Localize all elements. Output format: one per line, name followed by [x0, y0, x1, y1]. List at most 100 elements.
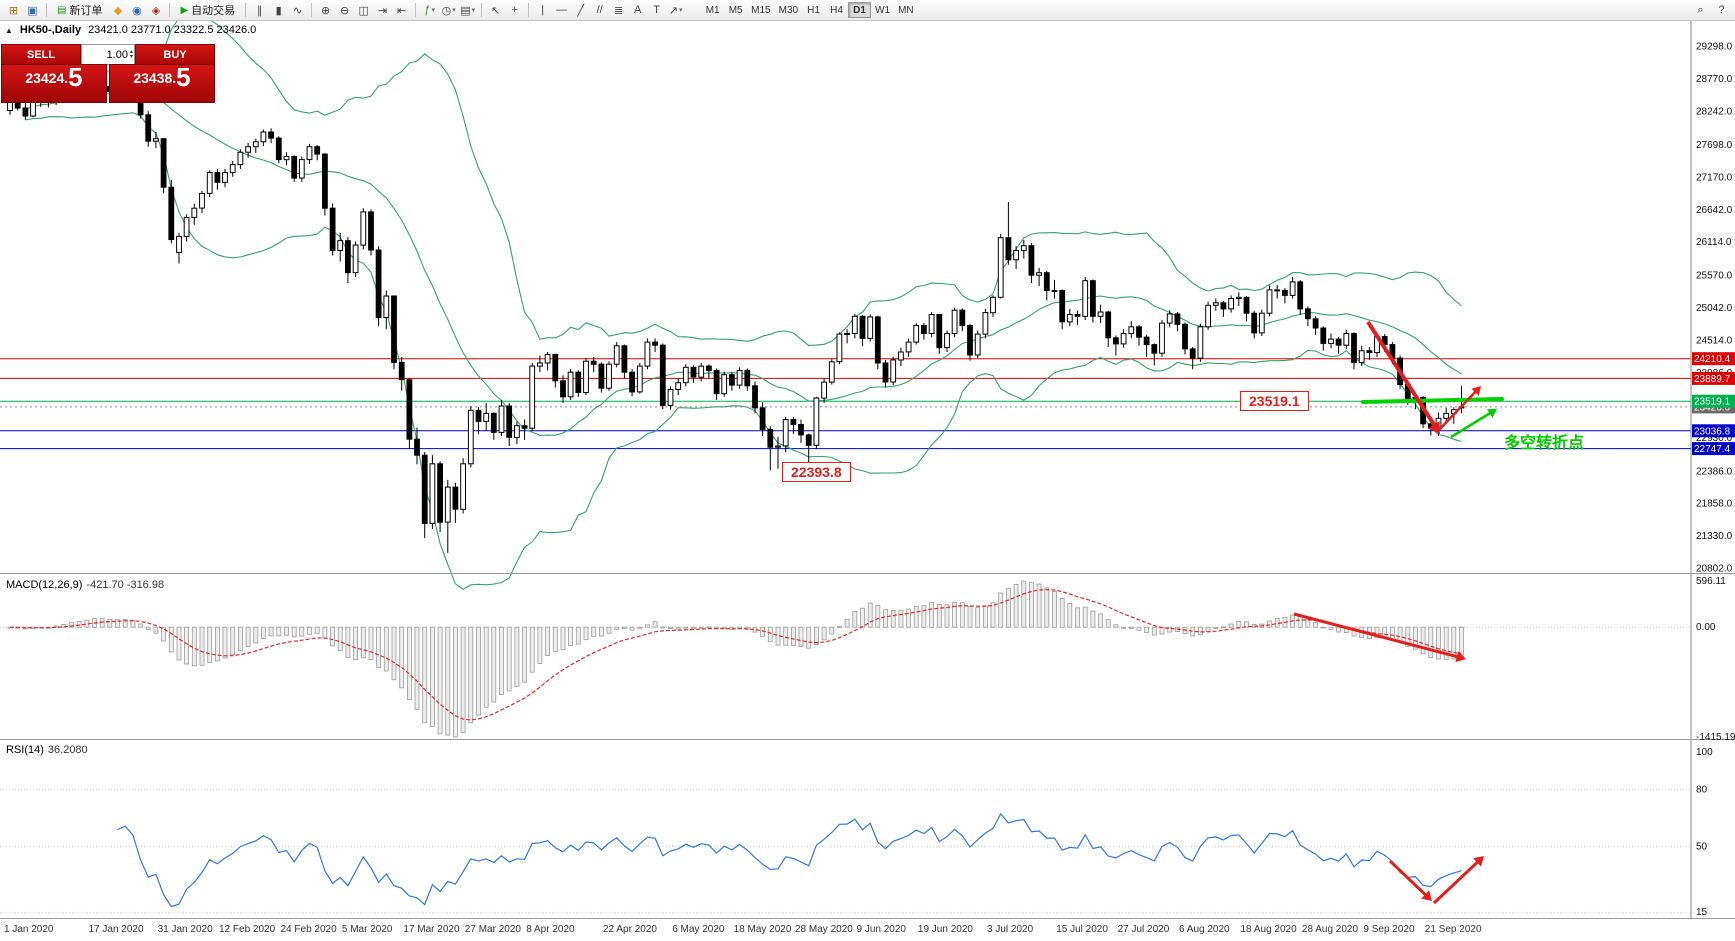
- svg-text:23519.1: 23519.1: [1694, 397, 1731, 408]
- line-chart-icon[interactable]: ∿: [293, 4, 303, 17]
- metaeditor-icon[interactable]: ◆: [113, 4, 123, 17]
- new-order-button[interactable]: ▤ 新订单: [51, 2, 108, 19]
- timeframe-mn-button[interactable]: MN: [898, 4, 914, 16]
- price-rebound-arrow[interactable]: [1436, 386, 1481, 433]
- turning-point-arrow[interactable]: [1450, 409, 1497, 439]
- bollinger-upper-band: [25, 13, 1462, 346]
- volume-down-icon[interactable]: ▾: [129, 53, 133, 60]
- timeframe-m5-button[interactable]: M5: [728, 4, 743, 16]
- sell-button[interactable]: 23424. 5: [1, 64, 107, 103]
- time-axis[interactable]: 1 Jan 2020 17 Jan 2020 31 Jan 2020 12 Feb 2…: [4, 924, 1482, 935]
- panel-divider[interactable]: [0, 917, 1735, 921]
- indicators-icon[interactable]: ƒ ▾: [424, 4, 435, 16]
- toolbar-separator: [169, 3, 171, 17]
- timeframe-h4-button[interactable]: H4: [830, 4, 843, 16]
- periods-icon[interactable]: ◷ ▾: [441, 4, 456, 17]
- trendline-icon[interactable]: ╱: [577, 4, 584, 17]
- resistance-level-label[interactable]: 23519.1: [1240, 391, 1309, 411]
- navigator-icon[interactable]: ◈: [151, 4, 161, 17]
- new-chart-icon[interactable]: ⊞: [8, 4, 19, 17]
- svg-text:23889.7: 23889.7: [1694, 374, 1731, 385]
- crosshair-icon[interactable]: +: [511, 4, 518, 16]
- panel-divider[interactable]: [0, 572, 1735, 576]
- price-tag-22747.4: 22747.4: [1692, 442, 1735, 456]
- bar-chart-icon[interactable]: ∥: [256, 4, 263, 17]
- timeframe-m15-button[interactable]: M15: [751, 4, 771, 16]
- timeframe-toolbar: M1 M5 M15 M30 H1 H4 D1 W1 MN: [701, 2, 917, 18]
- svg-text:27 Jul 2020: 27 Jul 2020: [1118, 924, 1170, 935]
- chart-shift-icon[interactable]: ⇤: [397, 4, 407, 17]
- svg-text:17 Mar 2020: 17 Mar 2020: [403, 924, 460, 935]
- rsi-down-arrow[interactable]: [1388, 859, 1432, 901]
- bollinger-bands: [25, 13, 1462, 590]
- macd-signal-line: [9, 588, 1462, 721]
- toolbar-separator: [528, 3, 530, 17]
- text-label-icon[interactable]: T: [653, 4, 661, 16]
- symbol-title: HK50-,Daily: [19, 24, 82, 36]
- svg-text:22 Apr 2020: 22 Apr 2020: [603, 924, 657, 935]
- svg-text:-1415.19: -1415.19: [1696, 732, 1735, 743]
- templates-icon[interactable]: ▤ ▾: [460, 4, 476, 17]
- market-watch-icon[interactable]: ◉: [132, 4, 142, 17]
- zoom-out-icon[interactable]: ⊖: [340, 4, 350, 17]
- buy-button[interactable]: 23438. 5: [109, 64, 215, 103]
- rsi-indicator: [0, 789, 1691, 913]
- svg-text:17 Jan 2020: 17 Jan 2020: [89, 924, 144, 935]
- vertical-line-icon[interactable]: |: [541, 4, 545, 16]
- zoom-in-icon[interactable]: ⊕: [321, 4, 331, 17]
- chart-profiles-icon[interactable]: ▣: [27, 4, 38, 17]
- autotrading-button-icon: ▶: [180, 4, 189, 16]
- drawn-segments[interactable]: [1361, 397, 1504, 404]
- svg-text:21 Sep 2020: 21 Sep 2020: [1425, 924, 1482, 935]
- autotrading-button-text: 自动交易: [191, 5, 236, 17]
- svg-text:28770.0: 28770.0: [1696, 74, 1733, 85]
- fibonacci-icon[interactable]: ≣: [614, 4, 624, 17]
- macd-down-arrow[interactable]: [1293, 612, 1466, 663]
- svg-text:596.11: 596.11: [1696, 576, 1726, 587]
- timeframe-d1-button[interactable]: D1: [848, 2, 872, 18]
- one-click-trading-widget: SELL 1.00 ▴ ▾ BUY 23424. 5 23438. 5: [1, 44, 215, 103]
- volume-input[interactable]: 1.00 ▴ ▾: [81, 44, 135, 65]
- chart-background: [0, 21, 1735, 941]
- svg-text:6 May 2020: 6 May 2020: [672, 924, 725, 935]
- panel-divider[interactable]: [0, 738, 1735, 742]
- channel-icon[interactable]: //: [596, 4, 603, 16]
- auto-scroll-icon[interactable]: ⇥: [378, 4, 388, 17]
- rsi-up-arrow[interactable]: [1432, 856, 1484, 905]
- price-tag-23519.1: 23519.1: [1692, 394, 1735, 408]
- timeframe-m30-button[interactable]: M30: [778, 4, 799, 16]
- turning-point-label[interactable]: 多空转折点: [1504, 435, 1585, 452]
- price-tag-23889.7: 23889.7: [1692, 371, 1735, 385]
- candlestick-chart-icon[interactable]: ▮: [275, 4, 282, 17]
- text-icon[interactable]: A: [633, 4, 642, 16]
- timeframe-m1-button[interactable]: M1: [705, 4, 720, 16]
- volume-value[interactable]: 1.00: [106, 48, 128, 61]
- horizontal-lines-layer[interactable]: [0, 358, 1691, 450]
- dropdown-arrow-icon: ▾: [679, 7, 683, 14]
- svg-text:22930.0: 22930.0: [1696, 433, 1733, 444]
- horizontal-line-icon[interactable]: —: [556, 4, 568, 16]
- help-icon[interactable]: ?: [1718, 4, 1725, 16]
- svg-text:24210.4: 24210.4: [1694, 354, 1731, 365]
- svg-text:15 Jul 2020: 15 Jul 2020: [1056, 924, 1108, 935]
- arrows-icon[interactable]: ↗ ▾: [668, 4, 683, 17]
- toolbar-right: ⌕?: [1691, 2, 1731, 19]
- annotation-arrows[interactable]: [1293, 320, 1497, 905]
- timeframe-h1-button[interactable]: H1: [807, 4, 820, 16]
- svg-text:80: 80: [1696, 785, 1708, 796]
- support-highlight-segment: [1361, 397, 1504, 404]
- price-axis[interactable]: 29298.0 28770.0 28242.0 27698.0 27170.0 26642…: [0, 21, 1735, 919]
- volume-up-icon[interactable]: ▴: [129, 48, 133, 55]
- buy-button-label[interactable]: BUY: [135, 44, 215, 65]
- svg-text:8 Apr 2020: 8 Apr 2020: [526, 924, 575, 935]
- macd-title: MACD(12,26,9): [6, 579, 83, 591]
- swing-low-label[interactable]: 22393.8: [782, 462, 851, 482]
- cursor-icon[interactable]: ↖: [491, 4, 501, 17]
- volume-spinner[interactable]: ▴ ▾: [129, 48, 133, 60]
- timeframe-w1-button[interactable]: W1: [875, 4, 891, 16]
- tile-windows-icon[interactable]: ◫: [358, 4, 369, 17]
- svg-text:9 Jun 2020: 9 Jun 2020: [857, 924, 907, 935]
- autotrading-button[interactable]: ▶ 自动交易: [174, 2, 241, 19]
- search-icon[interactable]: ⌕: [1697, 3, 1704, 16]
